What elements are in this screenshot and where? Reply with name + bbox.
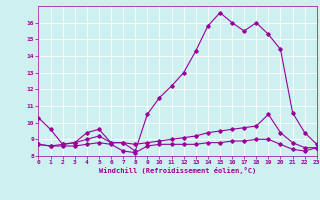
X-axis label: Windchill (Refroidissement éolien,°C): Windchill (Refroidissement éolien,°C) <box>99 167 256 174</box>
